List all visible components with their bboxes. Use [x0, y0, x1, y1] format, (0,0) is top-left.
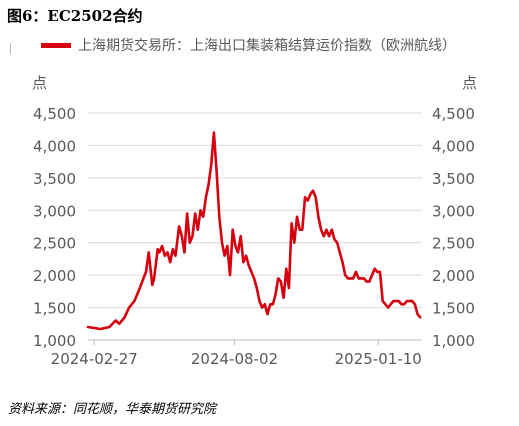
y-tick-label-left: 4,000	[33, 137, 76, 155]
y-axis-left: 1,000 1,500 2,000 2,500 3,000 3,500 4,000 4,500	[33, 105, 76, 350]
y-unit-right: 点	[462, 74, 478, 92]
legend-swatch	[41, 43, 71, 48]
chart-legend: 上海期货交易所：上海出口集装箱结算运价指数（欧洲航线）	[0, 33, 519, 59]
y-tick-label-right: 4,000	[432, 137, 475, 155]
x-tick-label: 2025-01-10	[335, 350, 422, 368]
x-tick-label: 2024-08-02	[191, 350, 278, 368]
y-tick-label-right: 3,500	[432, 170, 475, 188]
series-line	[86, 131, 422, 331]
y-tick-label-right: 2,500	[432, 235, 475, 253]
y-tick-label-left: 2,000	[33, 267, 76, 285]
y-tick-label-right: 4,500	[432, 105, 475, 123]
legend-left-mark	[10, 43, 11, 54]
y-unit-left: 点	[32, 74, 48, 92]
y-tick-label-left: 1,000	[33, 332, 76, 350]
y-tick-label-right: 2,000	[432, 267, 475, 285]
y-tick-label-right: 3,000	[432, 202, 475, 220]
y-tick-label-left: 3,000	[33, 202, 76, 220]
y-tick-label-left: 4,500	[33, 105, 76, 123]
grid-lines	[88, 112, 422, 341]
source-note: 资料来源：同花顺，华泰期货研究院	[8, 402, 217, 417]
y-tick-label-left: 3,500	[33, 170, 76, 188]
legend-label: 上海期货交易所：上海出口集装箱结算运价指数（欧洲航线）	[78, 38, 456, 54]
y-tick-label-right: 1,000	[432, 332, 475, 350]
figure-title: 图6：EC2502合约	[7, 7, 143, 25]
y-tick-label-right: 1,500	[432, 300, 475, 318]
y-tick-label-left: 2,500	[33, 235, 76, 253]
y-tick-label-left: 1,500	[33, 300, 76, 318]
x-tick-label: 2024-02-27	[51, 350, 138, 368]
series-group	[86, 131, 422, 331]
x-axis: 2024-02-27 2024-08-02 2025-01-10	[51, 340, 422, 368]
y-axis-right: 1,000 1,500 2,000 2,500 3,000 3,500 4,000 4,500	[432, 105, 475, 350]
